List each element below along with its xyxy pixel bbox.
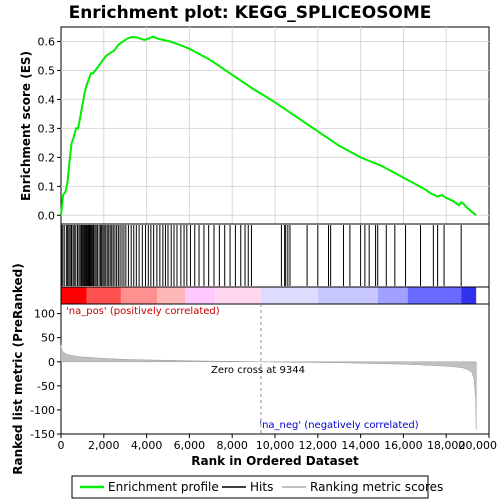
x-tick-label: 4,000 [131,439,163,452]
x-tick-label: 14,000 [341,439,380,452]
x-tick-label: 16,000 [384,439,423,452]
ranking-bar-segment [407,287,462,304]
ranking-bar-segment [86,287,121,304]
es-y-tick-label: 0.5 [38,64,56,77]
metric-y-tick-label: 0 [48,356,55,369]
es-grid [61,27,489,224]
legend-box [71,475,429,499]
ranking-bar-segment [120,287,158,304]
metric-y-tick-label: 50 [41,332,55,345]
ranking-bar-segment [185,287,216,304]
x-tick-label: 8,000 [216,439,248,452]
enrichment-profile-line [60,35,477,217]
x-tick-label: 12,000 [299,439,338,452]
hits-panel [60,223,490,288]
metric-y-tick-label: -50 [37,380,55,393]
metric-y-tick-label: -100 [30,404,55,417]
es-y-tick-label: 0.6 [38,35,56,48]
ranking-bar-segment [317,287,378,304]
x-tick-label: 10,000 [256,439,295,452]
x-tick-label: 2,000 [88,439,120,452]
zero-cross-label: Zero cross at 9344 [211,365,305,376]
metric-axis-title: Ranked list metric (PreRanked) [11,263,25,475]
ranking-color-bar [61,287,477,304]
metric-y-ticks: 100 50 0 -50 -100 -150 [30,308,61,441]
x-tick-label: 0 [58,439,65,452]
metric-panel [60,303,490,435]
x-tick-label: 6,000 [174,439,206,452]
metric-y-tick-label: 100 [34,308,55,321]
x-tick-label: 20,000 [459,439,498,452]
es-y-tick-label: 0.4 [38,93,56,106]
es-y-tick-label: 0.3 [38,122,56,135]
neg-corr-label: 'na_neg' (negatively correlated) [259,420,418,431]
es-y-tick-label: 0.0 [38,209,56,222]
ranking-metric-area [60,344,477,430]
legend-metric-label: Ranking metric scores [310,480,443,494]
hit-lines [60,225,462,286]
legend-es-label: Enrichment profile [108,480,219,494]
metric-y-tick-label: -150 [30,428,55,441]
metric-x-ticks: 0 2,000 4,000 6,000 8,000 10,000 12,000 14,000 1… [58,434,498,452]
es-axis-title: Enrichment score (ES) [19,51,33,201]
ranking-bar-segment [461,287,477,304]
x-axis-title: Rank in Ordered Dataset [191,454,359,468]
ranking-bar-segment [61,287,87,304]
ranking-bar-segment [157,287,186,304]
pos-corr-label: 'na_pos' (positively correlated) [66,306,220,317]
ranking-bar-segment [260,287,318,304]
x-tick-label: 18,000 [427,439,466,452]
es-y-tick-label: 0.2 [38,151,56,164]
ranking-bar-segment [377,287,408,304]
legend-hits-label: Hits [250,480,273,494]
es-y-ticks: 0.0 0.1 0.2 0.3 0.4 0.5 0.6 [38,35,61,222]
es-y-tick-label: 0.1 [38,180,56,193]
chart-title: Enrichment plot: KEGG_SPLICEOSOME [69,3,432,23]
ranking-bar-segment [215,287,261,304]
